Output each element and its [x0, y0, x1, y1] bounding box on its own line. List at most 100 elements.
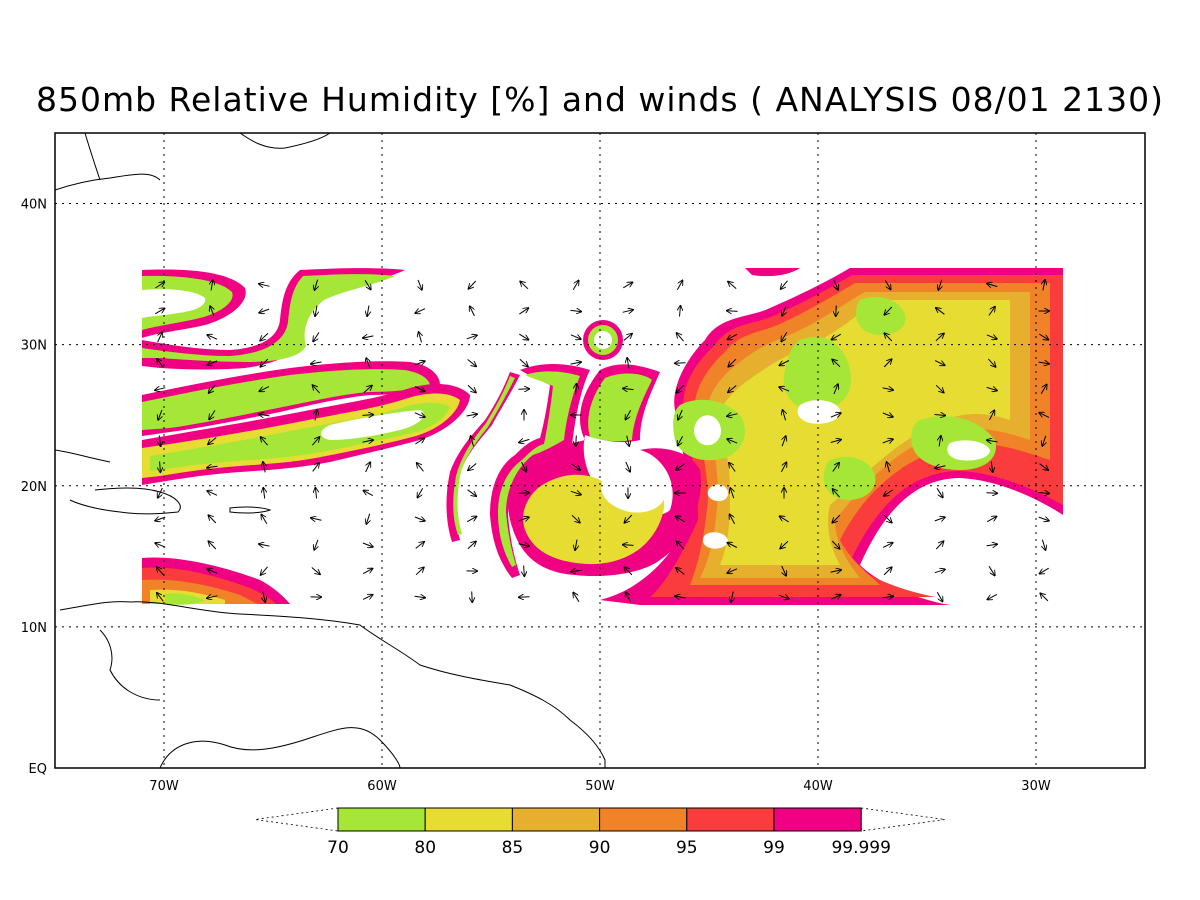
wind-arrow	[780, 540, 789, 548]
wind-arrow	[1039, 463, 1049, 471]
wind-arrow	[884, 333, 893, 342]
wind-arrow	[1042, 539, 1045, 551]
wind-arrow	[208, 437, 217, 445]
coastlines	[55, 133, 606, 768]
wind-arrow	[830, 413, 841, 417]
lon-tick-label: 50W	[585, 779, 615, 794]
colorbar-swatch	[773, 807, 862, 832]
wind-arrow	[676, 280, 682, 291]
wind-arrow	[259, 284, 270, 287]
wind-arrow	[1039, 413, 1050, 418]
wind-arrow	[834, 279, 838, 290]
rh-streak-2-inner	[453, 376, 515, 535]
wind-arrow	[1043, 280, 1045, 291]
wind-arrow	[1039, 567, 1049, 574]
wind-arrow	[519, 597, 530, 598]
colorbar-swatch	[686, 807, 775, 832]
wind-arrow	[208, 515, 217, 524]
wind-arrow	[362, 595, 373, 600]
wind-arrow	[315, 488, 316, 499]
wind-arrow	[934, 569, 945, 572]
wind-arrow	[1038, 517, 1049, 521]
wind-arrow	[518, 493, 530, 494]
rh-ring-hole	[594, 331, 612, 349]
wind-arrow	[626, 461, 630, 472]
lon-tick-labels: 70W 60W 50W 40W 30W	[149, 779, 1051, 794]
wind-arrow	[519, 333, 528, 340]
rh-streak-1-inner	[498, 371, 580, 567]
wind-arrow	[779, 387, 790, 391]
wind-arrow	[415, 438, 424, 445]
wind-arrow	[414, 413, 425, 417]
lon-tick-label: 60W	[367, 779, 397, 794]
wind-arrow	[363, 490, 374, 497]
wind-arrow	[831, 540, 840, 549]
lat-tick-label: EQ	[29, 762, 47, 777]
wind-arrow	[989, 410, 995, 421]
wind-arrow	[570, 310, 582, 311]
wind-arrow	[259, 544, 270, 546]
wind-arrow	[154, 308, 165, 315]
colorbar-label: 90	[589, 838, 611, 858]
wind-arrow	[782, 410, 785, 421]
coast-south-america	[59, 601, 606, 768]
wind-arrow	[157, 332, 163, 343]
lat-tick-label: 30N	[21, 339, 47, 354]
coast-north-america	[55, 133, 331, 191]
wind-arrow	[414, 517, 425, 521]
rh-hole-4	[707, 484, 729, 502]
rh-hole-5	[702, 532, 728, 549]
wind-arrow	[986, 493, 998, 494]
wind-arrow	[263, 591, 266, 603]
wind-arrow	[210, 306, 214, 317]
wind-arrow	[781, 280, 788, 289]
colorbar-label: 95	[676, 838, 698, 858]
wind-arrow	[883, 567, 892, 576]
wind-arrow	[836, 305, 837, 317]
wind-arrow	[362, 415, 374, 416]
lat-tick-label: 20N	[21, 480, 47, 495]
wind-arrow	[782, 305, 786, 316]
wind-arrow	[934, 517, 945, 521]
wind-arrow	[831, 333, 842, 340]
wind-arrow	[414, 596, 426, 597]
wind-arrow	[466, 516, 477, 523]
wind-arrow	[570, 362, 582, 364]
wind-arrow	[680, 306, 681, 317]
wind-arrow	[570, 335, 581, 339]
wind-arrow	[207, 335, 218, 339]
wind-arrow	[986, 544, 998, 546]
wind-arrow	[781, 332, 788, 341]
wind-arrow	[312, 463, 320, 472]
wind-arrow	[471, 436, 474, 447]
wind-arrow	[367, 305, 369, 317]
wind-arrow	[263, 462, 265, 473]
wind-arrow	[467, 541, 476, 550]
wind-arrow	[366, 358, 370, 369]
wind-arrow	[986, 335, 997, 339]
colorbar-high-extension	[860, 807, 946, 832]
wind-arrow	[934, 360, 945, 366]
wind-arrow	[830, 570, 842, 572]
wind-arrow	[311, 567, 320, 575]
wind-arrow	[363, 385, 372, 393]
wind-arrow	[472, 591, 473, 603]
wind-arrow	[627, 358, 629, 369]
plot-frame	[54, 132, 1146, 769]
rh-hole-mid	[601, 468, 666, 513]
wind-arrow	[936, 488, 943, 497]
wind-arrow	[731, 591, 733, 603]
wind-arrow	[727, 543, 738, 548]
coast-hispaniola	[69, 487, 181, 515]
coast-cuba	[55, 449, 111, 463]
wind-arrow	[468, 280, 477, 289]
wind-arrow	[260, 437, 268, 446]
wind-arrow	[207, 466, 218, 468]
wind-arrow	[156, 567, 164, 576]
wind-arrow	[470, 306, 475, 317]
wind-arrow	[887, 462, 890, 473]
wind-arrow	[676, 568, 685, 575]
wind-arrow	[779, 360, 790, 366]
wind-arrow	[727, 439, 738, 443]
